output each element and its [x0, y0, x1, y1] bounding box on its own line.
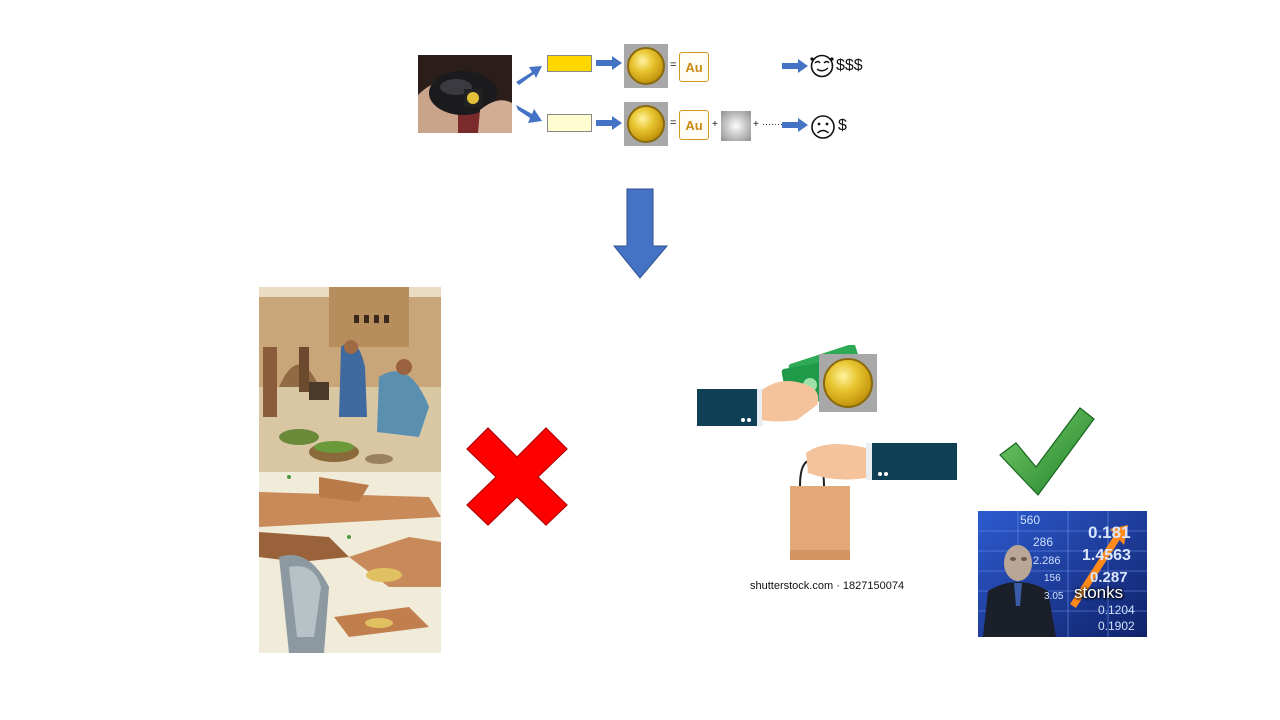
stonks-number: 3.05	[1044, 591, 1064, 602]
plus-sign: +	[712, 119, 718, 130]
gold-coin-icon	[624, 102, 668, 146]
alloy-gold-bar	[547, 114, 592, 132]
arrow-right-icon	[782, 59, 808, 73]
equals-sign: =	[670, 59, 677, 71]
smirk-face-icon	[810, 54, 834, 78]
stock-photo-caption: shutterstock.com · 1827150074	[750, 580, 905, 592]
seller-sleeve	[872, 443, 957, 480]
buyer-cuff	[757, 389, 763, 426]
buyer-sleeve	[697, 389, 757, 426]
barter-painting	[259, 287, 441, 653]
plus-sign: +	[753, 119, 759, 130]
stonks-number: 2.286	[1033, 555, 1061, 567]
gold-coin-icon	[819, 354, 877, 412]
arrow-right-icon	[782, 118, 808, 132]
stonks-number: 0.181	[1088, 523, 1131, 542]
gold-element-tile: Au	[679, 110, 709, 140]
red-x-icon	[466, 427, 568, 526]
arrow-down-icon	[613, 188, 669, 279]
pure-gold-bar	[547, 55, 592, 72]
gold-coin-icon	[624, 44, 668, 88]
stonks-number: 0.1204	[1098, 603, 1135, 617]
arrow-down-right-icon	[516, 105, 542, 123]
stonks-number: 560	[1020, 513, 1041, 527]
seller-hand-with-bag	[790, 444, 866, 560]
equals-sign: =	[670, 117, 677, 129]
seller-cuff	[866, 443, 872, 480]
gold-ore-photo	[418, 55, 512, 133]
stonks-number: 0.287	[1090, 569, 1128, 586]
sad-face-icon	[811, 115, 835, 139]
stonks-number: 156	[1044, 573, 1061, 584]
green-check-icon	[999, 407, 1095, 496]
stonks-number: 286	[1033, 535, 1054, 549]
silver-metal-tile	[721, 111, 751, 141]
money-high-label: $$$	[836, 57, 863, 74]
stonks-meme-image: 560 0.181 286 1.4563 2.286 156 0.287 3.0…	[978, 511, 1147, 637]
arrow-right-icon	[596, 56, 622, 70]
stonks-number: 0.1902	[1098, 619, 1135, 633]
gold-element-tile: Au	[679, 52, 709, 82]
stonks-number: 1.4563	[1082, 547, 1131, 564]
arrow-up-right-icon	[516, 66, 542, 85]
money-low-label: $	[838, 117, 847, 134]
stonks-label: stonks	[1074, 583, 1124, 602]
arrow-right-icon	[596, 116, 622, 130]
ellipsis-dots: ·······	[762, 119, 783, 129]
